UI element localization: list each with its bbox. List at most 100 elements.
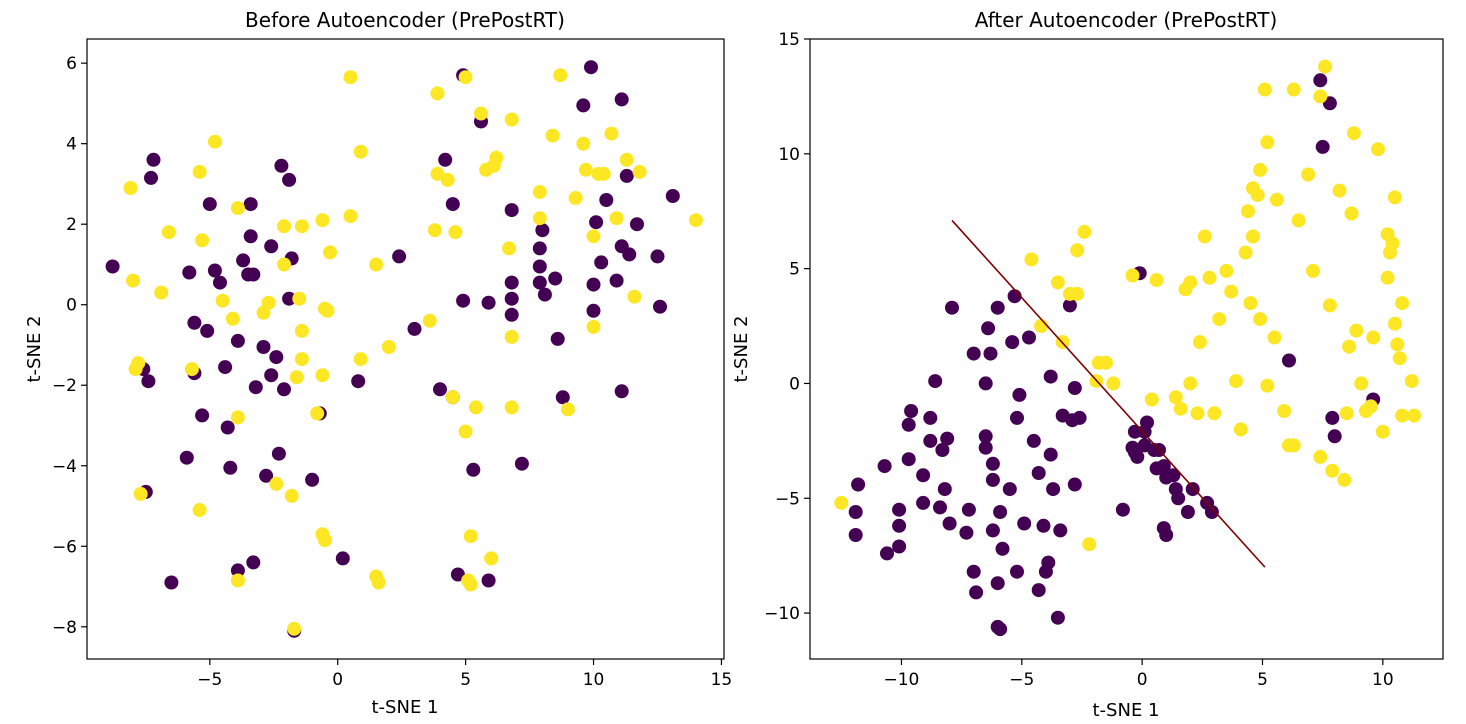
x-tick-label: 0 — [1137, 670, 1148, 690]
x-tick-label: −5 — [197, 670, 222, 690]
point-class1 — [560, 402, 575, 417]
point-class0 — [200, 323, 215, 338]
point-class1 — [1212, 312, 1227, 327]
chart-title: After Autoencoder (PrePostRT) — [975, 8, 1278, 32]
point-class1 — [1197, 229, 1212, 244]
chart-before-autoencoder: Before Autoencoder (PrePostRT) t-SNE 1 t… — [24, 8, 732, 718]
point-class1 — [1144, 392, 1159, 407]
point-class0 — [1067, 477, 1082, 492]
point-class1 — [1245, 229, 1260, 244]
y-tick-label: −4 — [52, 457, 77, 477]
point-class1 — [128, 362, 143, 377]
point-class1 — [343, 70, 358, 85]
point-class1 — [422, 313, 437, 328]
point-class0 — [848, 505, 863, 519]
point-class1 — [1070, 243, 1085, 258]
point-class0 — [264, 368, 279, 383]
point-class0 — [195, 408, 210, 423]
point-class0 — [892, 539, 907, 554]
point-class1 — [1168, 390, 1183, 405]
point-class0 — [392, 249, 407, 264]
y-tick-label: 10 — [778, 145, 800, 165]
point-class0 — [966, 564, 981, 579]
point-class1 — [1286, 82, 1301, 97]
point-class1 — [1395, 408, 1410, 423]
point-class0 — [851, 477, 866, 492]
point-class1 — [596, 166, 611, 181]
point-class1 — [215, 293, 230, 308]
point-class1 — [294, 219, 309, 234]
point-class1 — [161, 225, 176, 240]
point-class1 — [1149, 273, 1164, 288]
point-class0 — [933, 500, 947, 515]
point-class0 — [1325, 410, 1340, 425]
point-class0 — [1022, 330, 1036, 345]
point-class1 — [287, 621, 302, 636]
point-class0 — [351, 374, 366, 389]
point-class0 — [589, 215, 604, 230]
point-class0 — [990, 576, 1005, 591]
point-class1 — [1050, 275, 1065, 290]
point-class0 — [1062, 298, 1077, 313]
point-class1 — [430, 166, 445, 181]
point-class0 — [1159, 528, 1174, 542]
y-tick-label: 4 — [66, 135, 77, 155]
point-class0 — [983, 346, 998, 361]
point-class1 — [504, 329, 519, 344]
point-class0 — [259, 468, 274, 483]
point-class0 — [1026, 433, 1041, 448]
point-class0 — [928, 374, 943, 389]
point-class1 — [604, 126, 619, 141]
point-class1 — [1082, 537, 1097, 552]
point-class1 — [532, 185, 547, 199]
point-class0 — [271, 446, 286, 461]
y-tick-label: −6 — [52, 537, 77, 557]
point-class0 — [619, 168, 634, 183]
x-tick-label: 10 — [583, 670, 605, 690]
plot-area-frame — [86, 38, 725, 660]
x-tick-label: 5 — [1257, 670, 1268, 690]
point-class0 — [1115, 502, 1130, 517]
point-class0 — [966, 346, 981, 361]
point-class0 — [532, 259, 547, 274]
point-class0 — [213, 275, 227, 290]
point-class0 — [335, 551, 350, 566]
point-class0 — [622, 247, 637, 262]
point-class0 — [218, 360, 233, 375]
point-class0 — [537, 287, 552, 302]
point-class1 — [1407, 408, 1422, 423]
point-class0 — [187, 315, 202, 330]
point-class1 — [1219, 263, 1234, 278]
point-class1 — [230, 410, 245, 425]
point-class0 — [1043, 447, 1058, 462]
point-class0 — [1036, 518, 1051, 533]
point-class0 — [182, 265, 197, 280]
point-class0 — [993, 505, 1008, 519]
point-class1 — [1224, 284, 1239, 299]
point-class1 — [688, 213, 703, 228]
point-class0 — [985, 523, 1000, 538]
point-class0 — [407, 321, 422, 336]
point-class0 — [256, 340, 271, 354]
point-class0 — [614, 384, 629, 399]
point-class0 — [450, 567, 465, 582]
point-class1 — [427, 223, 442, 238]
point-class0 — [609, 273, 624, 288]
point-class0 — [514, 456, 529, 471]
point-class1 — [532, 211, 547, 226]
point-class1 — [1291, 213, 1306, 228]
point-class1 — [294, 323, 309, 338]
point-class1 — [1371, 142, 1385, 157]
point-class1 — [1070, 286, 1085, 301]
point-class1 — [1339, 406, 1354, 421]
point-class1 — [619, 152, 634, 167]
point-class1 — [1404, 374, 1419, 389]
point-class0 — [1053, 523, 1068, 538]
point-class1 — [1313, 449, 1328, 464]
point-class0 — [1041, 555, 1056, 570]
point-class0 — [274, 158, 289, 173]
point-class1 — [1183, 376, 1198, 391]
point-class0 — [248, 380, 263, 395]
point-class0 — [504, 275, 519, 290]
point-class0 — [277, 382, 291, 397]
